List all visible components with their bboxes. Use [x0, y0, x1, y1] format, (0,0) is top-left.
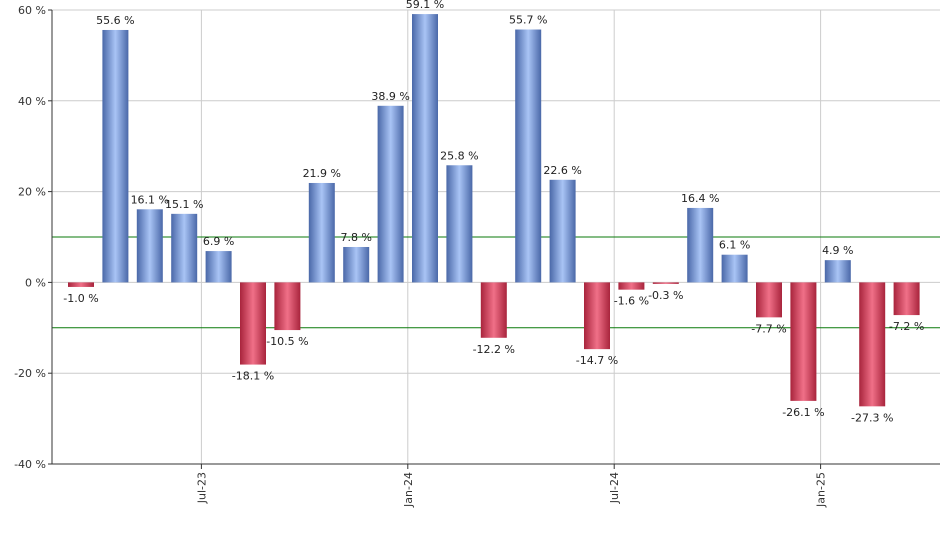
data-label: 55.6 %: [96, 14, 134, 27]
data-label: 16.1 %: [131, 193, 169, 206]
bar: [343, 246, 370, 283]
data-label: 38.9 %: [371, 90, 409, 103]
bar: [721, 254, 748, 283]
bar: [859, 282, 886, 407]
y-tick-label: 40 %: [18, 95, 46, 108]
bar: [756, 282, 782, 318]
data-label: -0.3 %: [648, 289, 683, 302]
y-tick-label: 60 %: [18, 4, 46, 17]
bar: [205, 251, 232, 283]
bar: [790, 282, 817, 401]
bar: [102, 29, 129, 283]
bar: [618, 282, 645, 290]
data-label: -1.0 %: [63, 292, 98, 305]
data-label: -26.1 %: [782, 406, 824, 419]
data-labels: -1.0 % 55.6 % 16.1 %15.1 % 6.9 % -18.1 % -10.…: [63, 0, 924, 424]
bar: [687, 207, 714, 283]
bar: [274, 282, 301, 331]
bar: [446, 165, 473, 283]
bar: [480, 282, 507, 338]
data-label: 7.8 %: [340, 231, 371, 244]
bar: [308, 182, 335, 283]
data-label: 59.1 %: [406, 0, 444, 11]
data-label: 21.9 %: [303, 167, 341, 180]
data-label: -7.2 %: [889, 320, 924, 333]
data-label: 25.8 %: [440, 149, 478, 162]
y-tick-label: -40 %: [14, 458, 46, 471]
y-tick-label: 20 %: [18, 186, 46, 199]
x-tick-label: Jan-25: [815, 472, 828, 508]
y-tick-label: 0 %: [25, 276, 46, 289]
bars: [68, 14, 920, 407]
x-tick-label: Jul-24: [608, 472, 621, 504]
data-label: -18.1 %: [232, 370, 274, 383]
data-label: -27.3 %: [851, 411, 893, 424]
bar: [652, 282, 679, 284]
data-label: -10.5 %: [266, 335, 308, 348]
x-tick-label: Jul-23: [195, 472, 208, 504]
data-label: 15.1 %: [165, 198, 203, 211]
data-label: 16.4 %: [681, 192, 719, 205]
x-tick-label: Jan-24: [402, 472, 415, 508]
data-label: 6.1 %: [719, 239, 750, 252]
y-tick-label: -20 %: [14, 367, 46, 380]
bar: [68, 282, 94, 287]
bar: [584, 282, 610, 350]
data-label: 4.9 %: [822, 244, 853, 257]
data-label: -1.6 %: [614, 295, 649, 308]
bar: [515, 29, 542, 283]
data-label: 6.9 %: [203, 235, 234, 248]
data-label: -14.7 %: [576, 354, 618, 367]
data-label: -12.2 %: [473, 343, 515, 356]
bar: [136, 209, 163, 283]
bar: [240, 282, 266, 365]
bar: [412, 14, 438, 283]
bar: [377, 105, 404, 283]
axes: -40 % -20 % 0 % 20 % 40 % 60 % Jul-23 Jan-24 Jul…: [14, 4, 940, 508]
data-label: -7.7 %: [751, 322, 786, 335]
bar: [171, 213, 198, 283]
data-label: 22.6 %: [543, 164, 581, 177]
bar: [824, 260, 851, 283]
bar: [549, 179, 576, 283]
data-label: 55.7 %: [509, 14, 547, 27]
bar: [893, 282, 920, 316]
